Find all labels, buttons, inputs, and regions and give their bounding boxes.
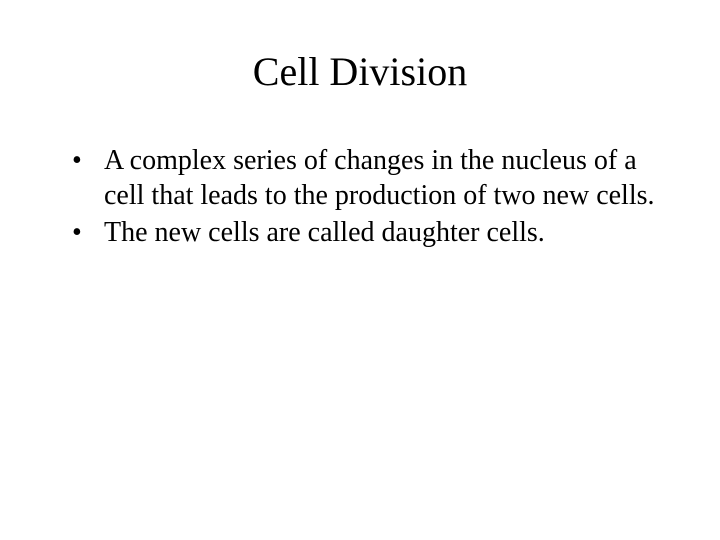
bullet-list: A complex series of changes in the nucle… <box>50 143 670 250</box>
slide-title: Cell Division <box>50 48 670 95</box>
list-item: A complex series of changes in the nucle… <box>68 143 670 213</box>
list-item: The new cells are called daughter cells. <box>68 215 670 250</box>
slide-container: Cell Division A complex series of change… <box>0 0 720 540</box>
